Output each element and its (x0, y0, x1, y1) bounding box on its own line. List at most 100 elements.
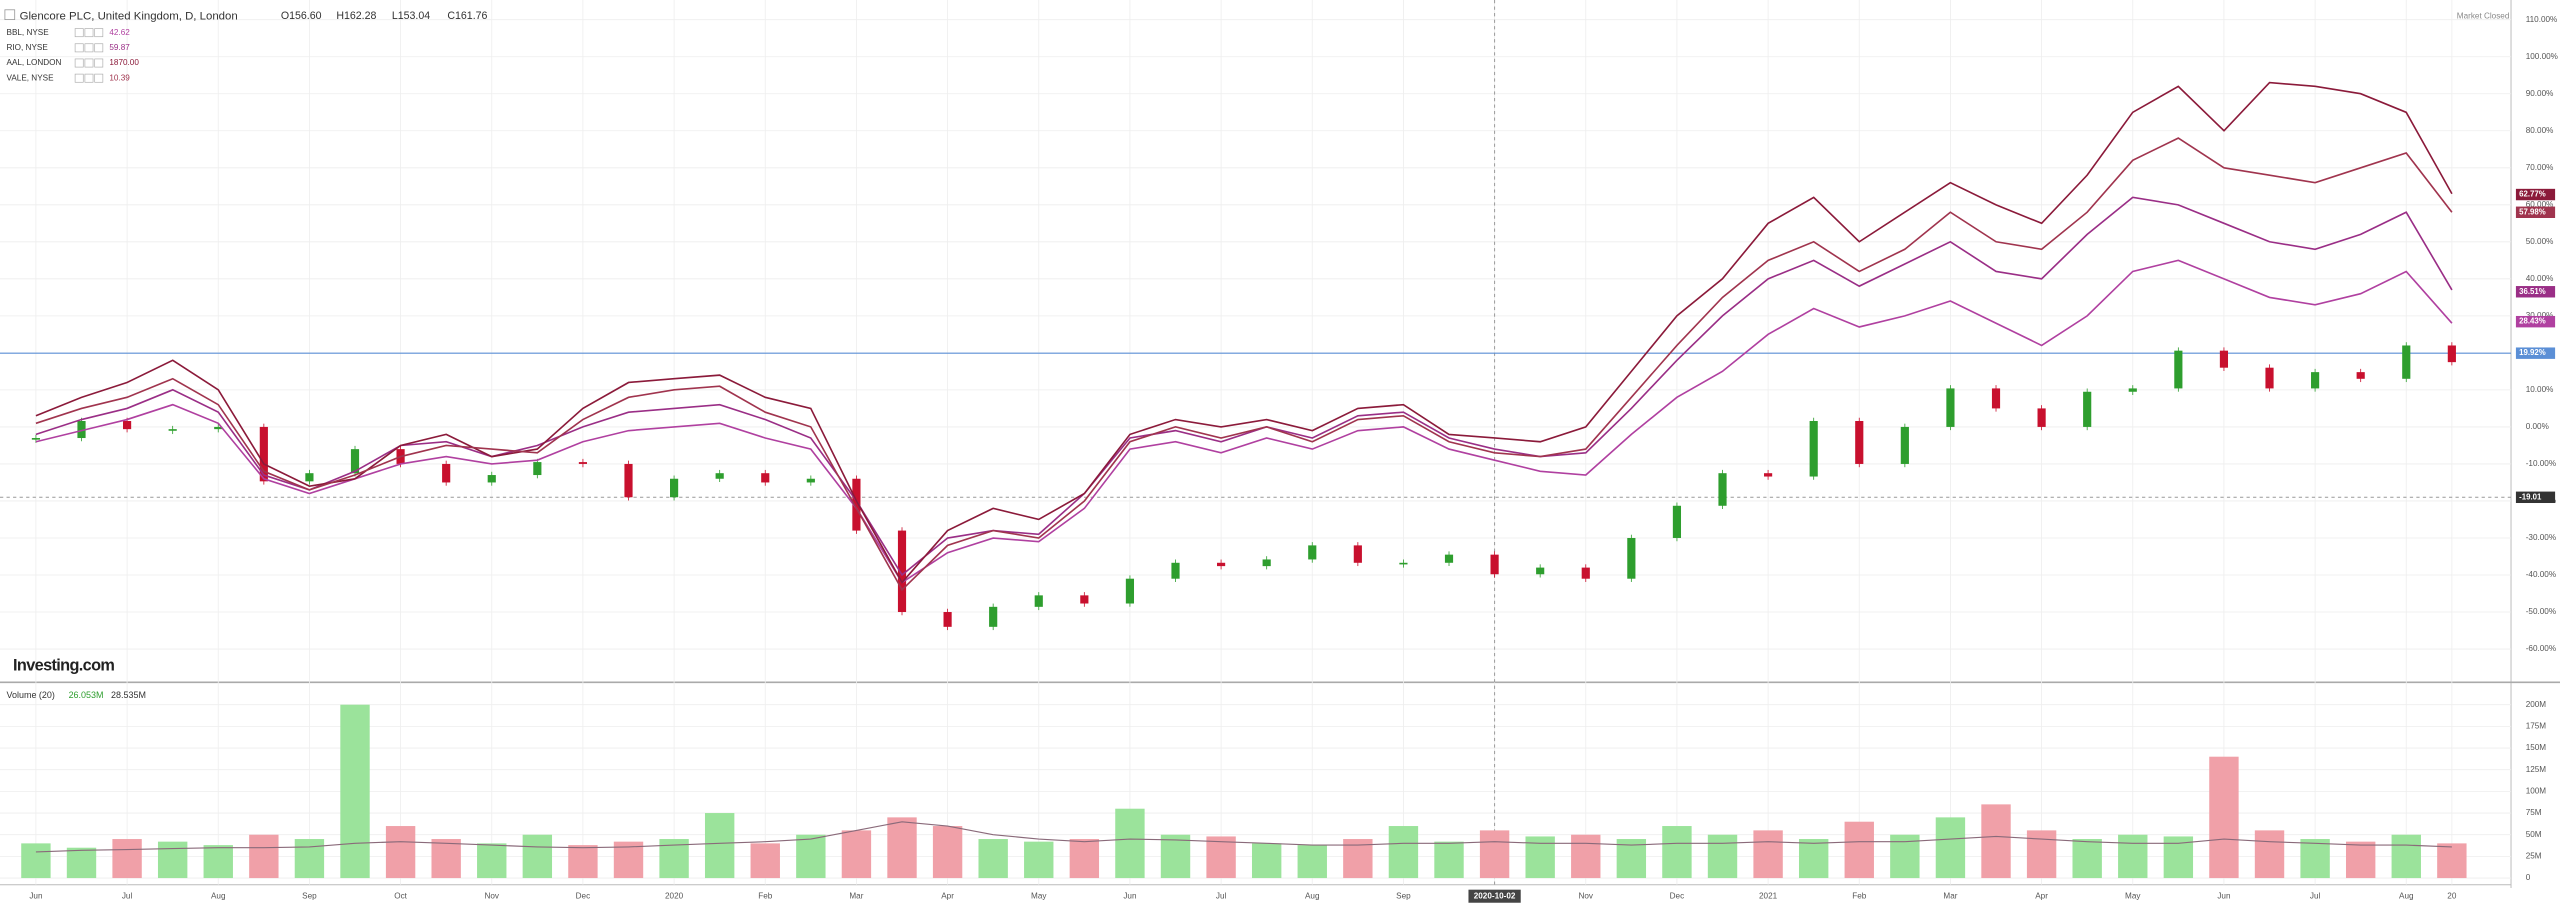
volume-bar (2437, 843, 2467, 879)
price-tag (2515, 206, 2556, 218)
legend-icon[interactable] (84, 58, 94, 68)
x-tick-label: Jun (1123, 891, 1136, 900)
x-tick-label: Oct (394, 891, 407, 900)
crosshair-date-box (1468, 889, 1521, 903)
candle-body (1627, 537, 1636, 579)
collapse-icon[interactable] (4, 9, 16, 20)
legend-icon[interactable] (74, 58, 84, 68)
volume-bar (704, 813, 735, 879)
price-tag-label: 62.77% (2519, 190, 2546, 199)
candle-body (2265, 367, 2274, 389)
candle-body (2219, 350, 2229, 368)
volume-bar (1160, 834, 1191, 879)
volume-tick-label: 200M (2526, 700, 2547, 709)
volume-bar (385, 826, 416, 879)
volume-bar (841, 830, 872, 879)
candle-body (989, 606, 998, 627)
legend-icon[interactable] (74, 73, 84, 83)
volume-bar (294, 839, 325, 879)
candle-body (31, 438, 40, 440)
x-tick-label: 2020 (665, 891, 684, 900)
volume-bar (2209, 756, 2239, 879)
legend-icon[interactable] (84, 28, 94, 38)
legend-name: BBL, NYSE (7, 28, 50, 37)
x-tick-label: Aug (1305, 891, 1320, 900)
price-tag (2515, 315, 2556, 328)
volume-bar (2300, 839, 2330, 879)
candle-body (578, 462, 588, 464)
candle-body (214, 426, 223, 430)
comparison-line (35, 259, 2453, 584)
volume-bar (613, 841, 644, 879)
y-tick-label: 90.00% (2526, 89, 2554, 98)
candle-body (305, 473, 314, 482)
volume-ma-line (35, 821, 2452, 853)
candle-body (1262, 559, 1271, 567)
candle-body (1034, 595, 1043, 607)
y-tick-label: 30.00% (2526, 311, 2554, 320)
price-tag-label: -19.01 (2519, 492, 2542, 501)
legend-icon[interactable] (94, 73, 104, 83)
comparison-line (35, 137, 2453, 592)
legend-icon[interactable] (74, 43, 84, 53)
volume-bar (1844, 821, 1874, 879)
volume-bar (522, 834, 553, 879)
candle-body (670, 478, 679, 498)
volume-readout: 26.053M (69, 690, 104, 700)
x-tick-label: 2020-10-02 (1474, 891, 1516, 900)
y-tick-label: 70.00% (2526, 163, 2554, 172)
candle-body (2447, 345, 2456, 363)
volume-bar (2072, 839, 2102, 879)
x-tick-label: Apr (2035, 891, 2048, 900)
price-tag-label: 28.43% (2519, 317, 2546, 326)
legend-icon[interactable] (94, 58, 104, 68)
candle-body (77, 420, 86, 439)
x-tick-label: Jul (2310, 891, 2321, 900)
volume-bar (2345, 841, 2376, 879)
x-tick-label: May (1031, 891, 1047, 900)
x-tick-label: May (2125, 891, 2141, 900)
x-tick-label: Aug (211, 891, 226, 900)
legend-icon[interactable] (94, 43, 104, 53)
y-tick-label: 10.00% (2526, 385, 2554, 394)
volume-bar (568, 845, 598, 879)
x-tick-label: Feb (1852, 891, 1867, 900)
volume-bar (1251, 843, 1282, 879)
candle-body (761, 473, 770, 483)
price-tag (2515, 347, 2556, 359)
legend-icon[interactable] (74, 28, 84, 38)
x-tick-label: 20 (2447, 891, 2457, 900)
price-tag-label: 57.98% (2519, 207, 2546, 216)
legend-icon[interactable] (84, 43, 94, 53)
candle-body (2083, 391, 2092, 427)
volume-bar (750, 843, 780, 879)
volume-bar (2118, 834, 2148, 879)
candle-body (1353, 545, 1362, 563)
legend-icon[interactable] (94, 28, 104, 38)
ohlc-value: O156.60 (281, 10, 322, 22)
volume-bar (1753, 830, 1783, 879)
y-tick-label: -30.00% (2526, 533, 2556, 542)
candle-body (123, 420, 132, 430)
candle-body (897, 530, 907, 613)
volume-bar (1206, 836, 1236, 879)
legend-value: 10.39 (109, 73, 130, 82)
volume-bar (1388, 826, 1419, 879)
legend-name: AAL, LONDON (7, 58, 62, 67)
candle-body (1900, 426, 1909, 464)
x-tick-label: Nov (484, 891, 499, 900)
candle-body (168, 429, 177, 431)
volume-bar (66, 847, 97, 879)
price-tag-label: 19.92% (2519, 348, 2546, 357)
chart-title: Glencore PLC, United Kingdom, D, London (20, 10, 238, 22)
volume-tick-label: 175M (2526, 722, 2547, 731)
y-tick-label: 100.00% (2526, 52, 2558, 61)
candle-body (1444, 554, 1454, 563)
legend-icon[interactable] (84, 73, 94, 83)
x-tick-label: Jun (29, 891, 42, 900)
x-tick-label: Feb (758, 891, 773, 900)
candle-body (1125, 578, 1135, 604)
comparison-line (35, 81, 2453, 584)
